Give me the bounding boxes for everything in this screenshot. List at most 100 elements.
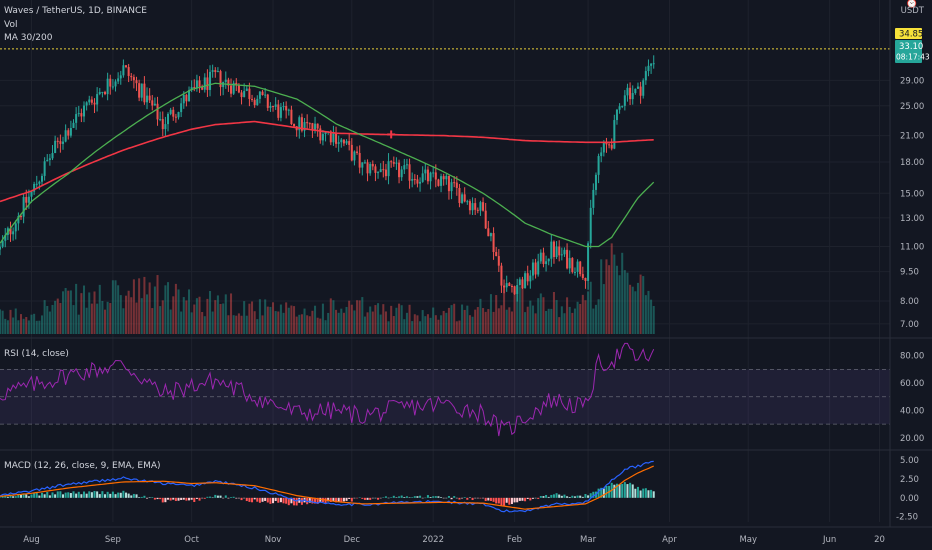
macd-hist-bar — [188, 497, 191, 501]
volume-bar — [295, 316, 298, 334]
time-tick-label: Nov — [265, 535, 282, 545]
volume-bar — [33, 313, 36, 334]
volume-bar — [4, 318, 7, 334]
candle — [356, 146, 359, 155]
price-tick-label: 11.00 — [900, 242, 924, 252]
volume-indicator-label[interactable]: Vol — [4, 20, 18, 30]
volume-bar — [6, 320, 9, 334]
candle — [411, 172, 414, 188]
candle — [324, 131, 327, 142]
candle — [466, 199, 469, 205]
candle — [571, 257, 574, 274]
candle — [636, 82, 639, 90]
volume-bar — [403, 319, 406, 334]
price-axis[interactable]: 29.00 25.00 21.00 18.00 15.00 13.00 11.00 9.50 8… — [900, 76, 924, 330]
volume-bar — [518, 286, 521, 334]
macd-hist-bar — [235, 497, 238, 499]
macd-hist-bar — [605, 485, 608, 498]
volume-bar — [111, 280, 114, 334]
candle — [303, 118, 306, 138]
volume-bar — [636, 282, 639, 334]
candle — [550, 234, 553, 267]
volume-bar — [476, 307, 479, 334]
volume-bar — [22, 318, 25, 334]
candle — [287, 108, 290, 116]
time-tick-label: Aug — [23, 535, 40, 545]
volume-bar — [132, 279, 135, 334]
volume-bar — [306, 315, 309, 334]
volume-bar — [146, 294, 149, 334]
macd-hist-bar — [371, 497, 374, 499]
candle — [161, 111, 164, 137]
macd-hist-bar — [159, 497, 162, 500]
volume-bar — [88, 292, 91, 334]
macd-hist-bar — [54, 494, 57, 498]
volume-bar — [159, 306, 162, 334]
candle — [563, 247, 566, 257]
candle — [272, 105, 275, 112]
macd-hist-bar — [75, 493, 78, 498]
volume-bar — [605, 259, 608, 334]
volume-bar — [379, 314, 382, 334]
candle — [93, 98, 96, 114]
candle — [75, 107, 78, 130]
alarm-icon[interactable]: ⏰ — [905, 0, 918, 9]
volume-bar — [647, 290, 650, 334]
candle — [505, 275, 508, 292]
macd-hist-bar — [573, 496, 576, 498]
candle — [537, 253, 540, 277]
candle — [647, 59, 650, 77]
macd-hist-bar — [12, 496, 15, 498]
candle — [534, 258, 537, 279]
ma30-line — [0, 82, 655, 248]
macd-hist-bar — [652, 491, 655, 498]
macd-signal-line — [0, 465, 654, 510]
macd-hist-bar — [644, 488, 647, 498]
macd-hist-bar — [156, 497, 159, 500]
candle — [369, 162, 372, 176]
macd-hist-bar — [408, 497, 411, 498]
macd-hist-bar — [282, 497, 285, 504]
macd-hist-bar — [211, 497, 214, 499]
candle — [408, 158, 411, 189]
volume-bar — [0, 309, 2, 334]
candle — [101, 91, 104, 98]
macd-hist-bar — [332, 497, 335, 502]
candle — [447, 175, 450, 200]
macd-indicator-label[interactable]: MACD (12, 26, close, 9, EMA, EMA) — [4, 461, 161, 471]
candle — [353, 150, 356, 166]
volume-bar — [424, 316, 427, 334]
volume-bar — [274, 311, 277, 334]
time-axis[interactable]: Aug Sep Oct Nov Dec 2022 Feb Mar Apr May Jun 20 — [23, 535, 885, 545]
volume-bar — [466, 305, 469, 334]
volume-bar — [587, 291, 590, 334]
candle — [127, 63, 130, 83]
macd-hist-bar — [19, 494, 23, 498]
macd-hist-bar — [613, 484, 616, 498]
candle — [510, 284, 513, 293]
macd-hist-bar — [119, 492, 122, 498]
candle — [445, 174, 448, 185]
ma-indicator-label[interactable]: MA 30/200 — [4, 33, 53, 43]
volume-bar — [308, 316, 311, 334]
macd-hist-bar — [98, 494, 101, 498]
volume-bar — [143, 276, 146, 334]
rsi-indicator-label[interactable]: RSI (14, close) — [4, 349, 69, 359]
macd-hist-bar — [369, 497, 372, 500]
volume-bar — [377, 303, 380, 334]
macd-hist-bar — [287, 497, 290, 506]
macd-hist-bar — [526, 497, 529, 500]
macd-hist-bar — [93, 490, 96, 498]
candle — [395, 157, 398, 170]
macd-hist-bar — [450, 497, 453, 500]
macd-hist-bar — [253, 497, 256, 500]
symbol-title[interactable]: Waves / TetherUS, 1D, BINANCE — [4, 6, 147, 16]
volume-bar — [180, 311, 183, 334]
macd-hist-bar — [437, 496, 440, 498]
candle — [82, 101, 86, 123]
candle — [156, 96, 159, 126]
ma-cross-marker — [387, 130, 396, 139]
volume-bar — [505, 309, 508, 334]
candle — [524, 270, 527, 289]
